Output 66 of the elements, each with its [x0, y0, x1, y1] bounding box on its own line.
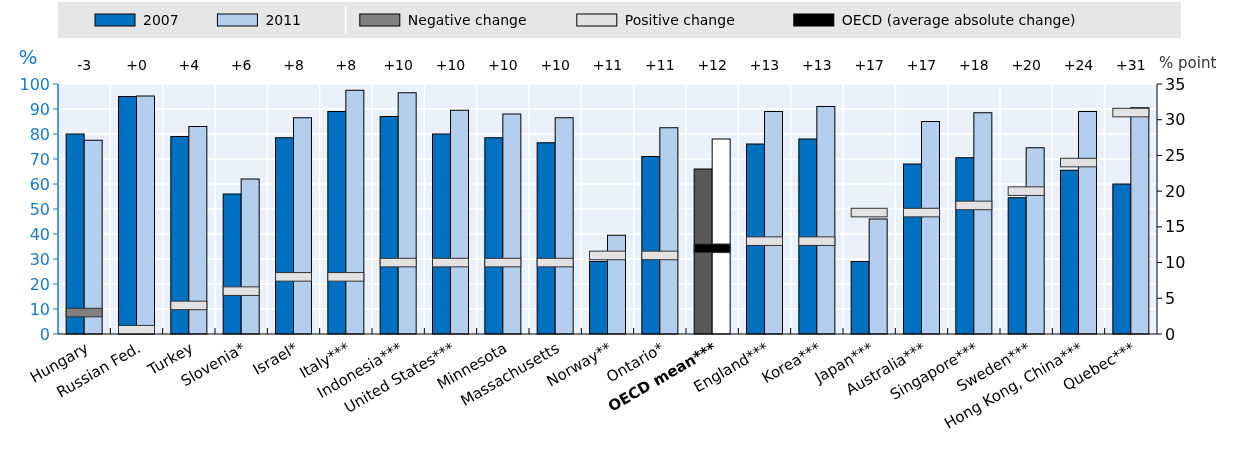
bar [327, 272, 365, 282]
text: +20 [1011, 57, 1041, 73]
text: +8 [335, 57, 357, 73]
y-tick-label: 50 [29, 199, 50, 219]
y-tick-label: 40 [29, 224, 50, 244]
y2-tick-label: 20 [1165, 181, 1186, 201]
text: +10 [488, 57, 518, 73]
text: +11 [645, 57, 675, 73]
y2-tick-label: 15 [1165, 217, 1186, 237]
bar [746, 236, 783, 246]
y2-tick-label: 10 [1165, 253, 1186, 273]
text: +18 [959, 57, 989, 73]
y-axis-title: % [18, 45, 38, 69]
y-tick-label: 70 [29, 149, 50, 169]
text: -3 [77, 57, 92, 73]
text: +10 [435, 57, 466, 73]
bar [641, 250, 679, 261]
bar [484, 257, 522, 268]
text: +13 [802, 57, 832, 73]
text: +17 [854, 57, 884, 73]
y2-tick-label: 30 [1165, 110, 1186, 130]
bar [589, 250, 626, 261]
y2-tick-label: 5 [1165, 288, 1176, 308]
legend-label: 2007 [143, 11, 179, 28]
y-tick-label: 10 [29, 299, 50, 319]
bar [536, 257, 574, 268]
text: +12 [697, 57, 727, 73]
y-tick-label: 90 [29, 99, 50, 119]
bar [798, 236, 836, 246]
y2-tick-label: 0 [1165, 324, 1176, 344]
bar [955, 200, 993, 211]
y-tick-label: 60 [29, 174, 50, 194]
text: +13 [749, 57, 780, 73]
text: +11 [592, 57, 623, 73]
y-tick-label: 100 [19, 74, 50, 94]
bar [903, 207, 940, 218]
bar [1060, 157, 1097, 168]
bar [1007, 186, 1045, 196]
text: +31 [1116, 57, 1146, 73]
text: +4 [178, 57, 200, 73]
y2-axis-title: % point [1159, 54, 1217, 72]
text: +10 [540, 57, 570, 73]
text: +24 [1063, 57, 1094, 73]
legend-label: 2011 [265, 11, 302, 28]
bar [65, 307, 103, 318]
y-tick-label: 30 [29, 249, 50, 269]
bar [1112, 107, 1150, 118]
bar [379, 257, 417, 268]
y-tick-label: 0 [39, 324, 50, 344]
legend-label: Positive change [624, 11, 735, 28]
y-tick-label: 20 [29, 274, 50, 294]
bar [432, 257, 469, 268]
bar [170, 300, 208, 311]
text: +6 [230, 57, 252, 73]
text: +17 [906, 57, 937, 73]
bar [275, 272, 312, 282]
y2-tick-label: 35 [1165, 74, 1186, 94]
y-tick-label: 80 [29, 124, 50, 144]
text: +10 [383, 57, 413, 73]
y2-tick-label: 25 [1165, 146, 1186, 166]
legend-label: Negative change [407, 11, 527, 28]
text: +8 [283, 57, 304, 73]
text: +0 [126, 57, 147, 73]
legend-label: OECD (average absolute change) [841, 11, 1076, 28]
bar [222, 286, 260, 296]
bar [850, 207, 888, 218]
